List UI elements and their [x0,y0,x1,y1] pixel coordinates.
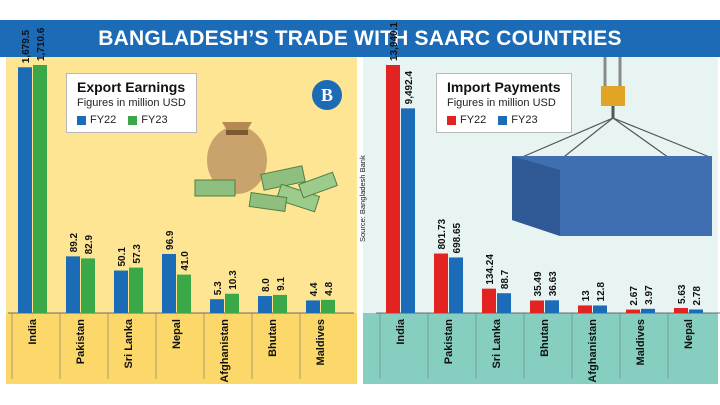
data-label: 88.7 [500,269,511,289]
bar-afghanistan-fy22 [578,305,592,313]
data-label: 50.1 [117,247,128,267]
bar-nepal-fy23 [177,274,191,313]
source-note: Source: Bangladesh Bank [358,155,367,242]
data-label: 9,492.4 [404,71,415,105]
bar-afghanistan-fy23 [593,305,607,313]
legend-label: FY23 [511,114,538,126]
bar-sri-lanka-fy23 [497,293,511,313]
legend-swatch [447,115,456,125]
import-base-strip [363,313,718,384]
bar-india-fy23 [401,108,415,313]
bar-india-fy22 [386,65,400,313]
shipping-container-icon [512,57,713,236]
export-legend: Export Earnings Figures in million USD F… [66,73,197,133]
bar-sri-lanka-fy22 [114,270,128,313]
data-label: 89.2 [69,232,80,252]
page-title: BANGLADESH’S TRADE WITH SAARC COUNTRIES [0,20,720,57]
category-label: Sri Lanka [491,318,503,368]
bar-bhutan-fy23 [273,294,287,313]
data-label: 134.24 [485,254,496,285]
data-label: 5.3 [213,281,224,295]
data-label: 36.63 [548,271,559,296]
legend-swatch [128,115,138,125]
data-label: 698.65 [452,222,463,253]
data-label: 1,679.5 [21,29,32,63]
legend-item-fy22: FY22 [447,114,486,126]
category-label: Sri Lanka [123,318,135,368]
data-label: 82.9 [84,235,95,255]
bar-india-fy23 [33,65,47,313]
data-label: 3.97 [644,285,655,305]
data-label: 41.0 [180,251,191,271]
data-label: 8.0 [261,278,272,292]
export-chart-title: Export Earnings [77,79,186,95]
category-label: Bhutan [539,319,551,357]
data-label: 96.9 [165,230,176,250]
import-bars: 13,940.1 9,492.4 India 801.73 698.65 Pakistan… [379,22,703,383]
legend-swatch [77,115,86,125]
category-label: Maldives [635,319,647,365]
legend-label: FY23 [141,114,168,126]
import-chart-subtitle: Figures in million USD [447,97,556,109]
category-label: India [27,318,39,345]
legend-label: FY22 [460,114,487,126]
data-label: 2.67 [629,286,640,306]
bar-pakistan-fy22 [434,253,448,313]
bar-nepal-fy23 [689,309,703,313]
bar-pakistan-fy22 [66,256,80,313]
data-label: 4.8 [324,282,335,296]
money-bag-icon [194,122,338,213]
category-label: Pakistan [443,319,455,365]
data-label: 57.3 [132,244,143,264]
data-label: 2.78 [692,286,703,306]
bar-maldives-fy22 [306,300,320,313]
legend-item-fy22: FY22 [77,114,116,126]
bar-afghanistan-fy23 [225,293,239,313]
data-label: 4.4 [309,282,320,296]
bar-maldives-fy23 [321,299,335,313]
category-label: Maldives [315,319,327,365]
category-label: Afghanistan [219,319,231,383]
data-label: 13,940.1 [389,22,400,61]
legend-item-fy23: FY23 [498,114,538,126]
data-label: 12.8 [596,282,607,302]
legend-label: FY22 [90,114,117,126]
category-label: Nepal [683,319,695,349]
export-bars: 1,679.5 1,710.6 India 89.2 82.9 Pakistan 50.1 5… [11,27,335,383]
import-legend: Import Payments Figures in million USD F… [436,73,572,133]
bar-pakistan-fy23 [449,257,463,313]
bar-india-fy22 [18,67,32,313]
legend-item-fy23: FY23 [128,114,168,126]
data-label: 10.3 [228,270,239,290]
logo: B [312,80,342,110]
bar-afghanistan-fy22 [210,299,224,313]
bar-bhutan-fy23 [545,300,559,313]
data-label: 13 [581,290,592,302]
bar-sri-lanka-fy22 [482,288,496,313]
category-label: India [395,318,407,345]
bar-maldives-fy23 [641,308,655,313]
legend-swatch [498,115,508,125]
category-label: Nepal [171,319,183,349]
bar-maldives-fy22 [626,309,640,313]
import-chart-title: Import Payments [447,79,561,95]
bar-bhutan-fy22 [258,296,272,313]
data-label: 9.1 [276,277,287,291]
bar-sri-lanka-fy23 [129,267,143,313]
bar-bhutan-fy22 [530,300,544,313]
data-label: 35.49 [533,271,544,296]
category-label: Afghanistan [587,319,599,383]
export-chart-subtitle: Figures in million USD [77,97,186,109]
data-label: 801.73 [437,219,448,250]
export-base-strip [6,313,357,384]
data-label: 1,710.6 [36,27,47,61]
bar-nepal-fy22 [674,308,688,313]
category-label: Pakistan [75,319,87,365]
category-label: Bhutan [267,319,279,357]
bar-pakistan-fy23 [81,258,95,313]
data-label: 5.63 [677,284,688,304]
bar-nepal-fy22 [162,253,176,313]
